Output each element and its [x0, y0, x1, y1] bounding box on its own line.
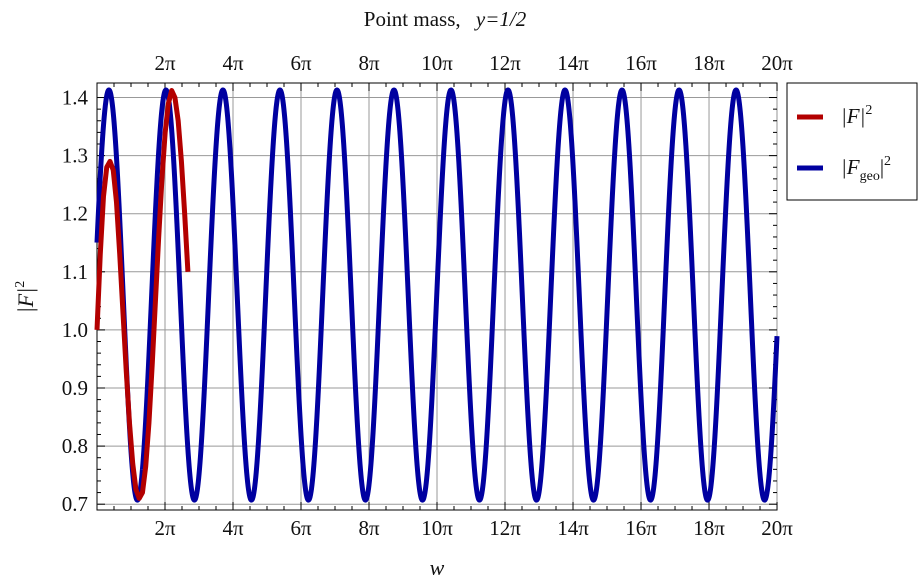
- x-tick-label-top: 20π: [761, 51, 793, 75]
- y-axis-label-sup: 2: [13, 281, 28, 288]
- x-tick-label-top: 6π: [290, 51, 312, 75]
- y-tick-label: 0.9: [62, 376, 88, 400]
- x-tick-label-top: 14π: [557, 51, 589, 75]
- y-tick-label: 0.7: [62, 492, 88, 516]
- legend-label-f: |F|2: [841, 103, 872, 128]
- x-axis-label: w: [430, 555, 445, 580]
- legend-box: [786, 82, 918, 201]
- x-tick-label-top: 18π: [693, 51, 725, 75]
- y-tick-label: 1.0: [62, 318, 88, 342]
- chart-title-param: y=1/2: [474, 7, 527, 31]
- x-tick-label-bottom: 16π: [625, 516, 657, 540]
- y-axis-label: |F|2: [13, 281, 38, 314]
- x-tick-label-bottom: 12π: [489, 516, 521, 540]
- x-tick-label-bottom: 6π: [290, 516, 312, 540]
- x-tick-label-top: 2π: [154, 51, 176, 75]
- y-tick-label: 1.2: [62, 202, 88, 226]
- x-tick-label-top: 10π: [421, 51, 453, 75]
- x-tick-labels-top: 2π 4π 6π 8π 10π 12π 14π 16π 18π 20π: [154, 51, 793, 75]
- legend: |F|2 |Fgeo|2: [786, 82, 918, 201]
- y-tick-label: 0.8: [62, 434, 88, 458]
- x-tick-label-bottom: 10π: [421, 516, 453, 540]
- y-tick-label: 1.4: [62, 86, 89, 110]
- x-tick-labels-bottom: 2π 4π 6π 8π 10π 12π 14π 16π 18π 20π: [154, 516, 793, 540]
- x-tick-label-bottom: 4π: [222, 516, 244, 540]
- y-tick-label: 1.3: [62, 144, 88, 168]
- x-tick-label-top: 12π: [489, 51, 521, 75]
- chart-title: Point mass, y=1/2: [364, 7, 527, 31]
- y-tick-label: 1.1: [62, 260, 88, 284]
- x-tick-label-top: 16π: [625, 51, 657, 75]
- x-tick-label-bottom: 2π: [154, 516, 176, 540]
- x-tick-label-top: 8π: [358, 51, 380, 75]
- legend-label-fgeo: |Fgeo|2: [841, 154, 891, 184]
- chart-title-prefix: Point mass,: [364, 7, 461, 31]
- series-fgeo-line: [139, 87, 780, 503]
- x-tick-label-bottom: 18π: [693, 516, 725, 540]
- y-tick-labels: 0.7 0.8 0.9 1.0 1.1 1.2 1.3 1.4: [62, 86, 89, 517]
- y-axis-label-base: |F|: [13, 288, 38, 314]
- x-tick-label-bottom: 14π: [557, 516, 589, 540]
- x-tick-label-top: 4π: [222, 51, 244, 75]
- x-tick-label-bottom: 8π: [358, 516, 380, 540]
- x-tick-label-bottom: 20π: [761, 516, 793, 540]
- plot-curves: [94, 87, 780, 503]
- series-f-line: [94, 88, 191, 501]
